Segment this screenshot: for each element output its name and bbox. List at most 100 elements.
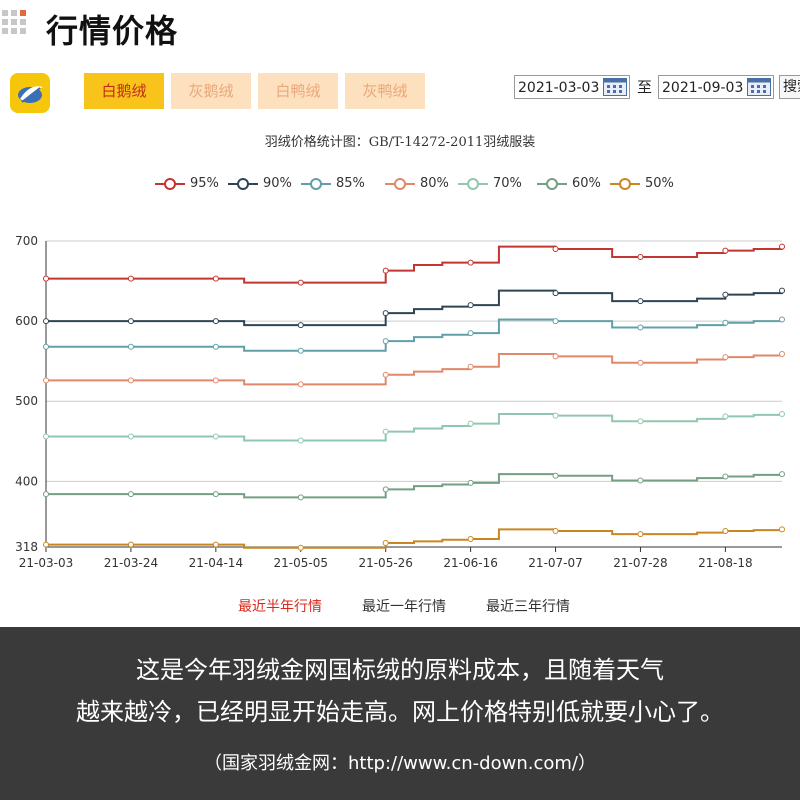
legend-label: 85%: [336, 176, 365, 191]
data-point: [212, 275, 219, 282]
data-point: [127, 343, 134, 350]
date-range-to-label: 至: [637, 78, 653, 96]
end-date-value: 2021-09-03: [662, 80, 744, 96]
grid-icon: [2, 10, 34, 42]
data-point: [212, 318, 219, 325]
data-point: [212, 541, 219, 548]
data-point: [382, 338, 389, 345]
series-line: [46, 352, 783, 386]
data-point: [779, 526, 785, 533]
y-tick-label: 318: [15, 540, 38, 554]
data-point: [382, 310, 389, 317]
x-tick-label: 21-05-26: [358, 556, 412, 570]
data-point: [779, 411, 785, 418]
legend-label: 60%: [572, 176, 601, 191]
range-link-half-year[interactable]: 最近半年行情: [238, 599, 322, 615]
legend-marker-icon: [301, 178, 331, 190]
range-link-one-year[interactable]: 最近一年行情: [362, 599, 446, 615]
series-90pct: [43, 287, 785, 329]
data-point: [722, 291, 729, 298]
legend-marker-icon: [537, 178, 567, 190]
data-point: [43, 343, 49, 350]
x-tick-label: 21-04-14: [189, 556, 243, 570]
data-point: [779, 471, 785, 478]
data-point: [552, 353, 559, 360]
data-point: [722, 319, 729, 326]
data-point: [722, 247, 729, 254]
x-tick-label: 21-03-24: [104, 556, 158, 570]
data-point: [43, 318, 49, 325]
data-point: [552, 412, 559, 419]
data-point: [722, 473, 729, 480]
data-point: [467, 535, 474, 542]
data-point: [552, 527, 559, 534]
range-link-three-years[interactable]: 最近三年行情: [486, 599, 570, 615]
series-line: [46, 245, 783, 284]
data-point: [637, 418, 644, 425]
data-point: [467, 363, 474, 370]
y-tick-label: 500: [15, 394, 38, 408]
line-chart: 318 400 500 600 700 21-03-03 21-03-24 21-04-14 2…: [15, 234, 785, 570]
data-point: [637, 324, 644, 331]
series-line: [46, 473, 783, 499]
data-point: [552, 318, 559, 325]
series-85pct: [43, 316, 785, 354]
data-point: [297, 494, 304, 501]
data-point: [127, 541, 134, 548]
page-header: 行情价格: [0, 0, 800, 58]
search-button[interactable]: 搜索: [779, 75, 800, 99]
data-point: [637, 254, 644, 261]
series-line: [46, 413, 783, 442]
start-date-field[interactable]: 2021-03-03: [514, 75, 630, 99]
tab-grey-goose-down[interactable]: 灰鹅绒: [171, 73, 251, 109]
data-point: [43, 275, 49, 282]
data-point: [382, 539, 389, 546]
data-point: [297, 437, 304, 444]
series-line: [46, 318, 783, 352]
data-point: [297, 322, 304, 329]
data-point: [127, 377, 134, 384]
caption-line-2: 越来越冷，已经明显开始走高。网上价格特别低就要小心了。: [76, 698, 724, 726]
calendar-icon[interactable]: [603, 78, 627, 96]
feather-logo-icon: [10, 73, 50, 113]
legend-marker-icon: [155, 178, 185, 190]
caption-line-1: 这是今年羽绒金网国标绒的原料成本，且随着天气: [136, 656, 664, 684]
data-point: [127, 433, 134, 440]
data-point: [127, 275, 134, 282]
legend-marker-icon: [610, 178, 640, 190]
legend-label: 80%: [420, 176, 449, 191]
data-point: [552, 290, 559, 297]
data-point: [722, 413, 729, 420]
data-point: [127, 318, 134, 325]
calendar-icon[interactable]: [747, 78, 771, 96]
y-tick-label: 400: [15, 474, 38, 488]
series-80pct: [43, 350, 785, 388]
data-point: [212, 343, 219, 350]
tab-grey-duck-down[interactable]: 灰鸭绒: [345, 73, 425, 109]
x-tick-label: 21-05-05: [274, 556, 328, 570]
y-tick-label: 600: [15, 314, 38, 328]
data-point: [467, 479, 474, 486]
data-point: [779, 287, 785, 294]
data-point: [212, 491, 219, 498]
data-point: [212, 433, 219, 440]
x-tick-label: 21-08-18: [698, 556, 752, 570]
data-point: [43, 433, 49, 440]
series-60pct: [43, 471, 785, 501]
data-point: [43, 541, 49, 548]
data-point: [382, 371, 389, 378]
data-point: [779, 316, 785, 323]
y-tick-label: 700: [15, 234, 38, 248]
legend-label: 95%: [190, 176, 219, 191]
x-tick-label: 21-03-03: [19, 556, 73, 570]
chart-legend: 95% 90% 85% 80% 70% 60% 50%: [0, 173, 800, 195]
end-date-field[interactable]: 2021-09-03: [658, 75, 774, 99]
tab-white-duck-down[interactable]: 白鸭绒: [258, 73, 338, 109]
legend-marker-icon: [228, 178, 258, 190]
legend-marker-icon: [385, 178, 415, 190]
caption-line-3: （国家羽绒金网：http://www.cn-down.com/）: [204, 753, 596, 774]
data-point: [467, 259, 474, 266]
tab-white-goose-down[interactable]: 白鹅绒: [84, 73, 164, 109]
series-70pct: [43, 411, 785, 444]
legend-marker-icon: [458, 178, 488, 190]
